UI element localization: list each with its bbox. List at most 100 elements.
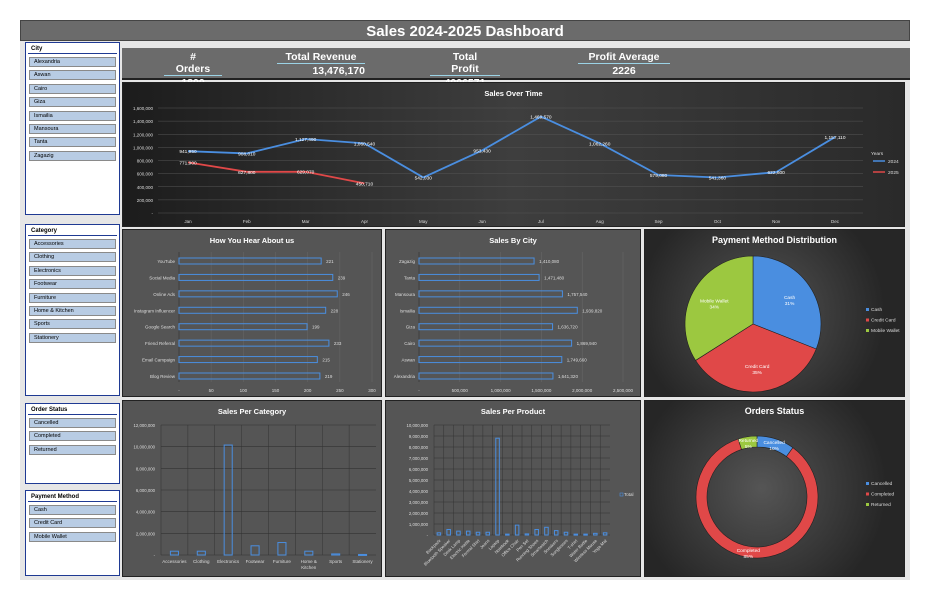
data-label: 579,080 [650, 173, 668, 179]
chart-title: Sales By City [489, 236, 537, 245]
bar [277, 542, 287, 556]
data-label: 1,127,490 [295, 137, 317, 143]
slicer-item-aswan[interactable]: Aswan [29, 70, 116, 81]
slicer-item-returned[interactable]: Returned [29, 444, 116, 455]
y-tick-label: 600,000 [137, 172, 154, 177]
data-label: 542,030 [415, 175, 433, 181]
kpi-label: # Orders [164, 51, 222, 76]
data-label: 1,060,540 [354, 141, 376, 147]
chart-how-you-hear[interactable]: How You Hear About us - 50 100 150 200 250 300 Y… [122, 229, 382, 397]
y-tick-label: 1,000,000 [409, 522, 429, 527]
y-tick-label: 1,400,000 [133, 119, 154, 124]
y-tick-label: 10,000,000 [133, 445, 155, 450]
kpi-label: Total Profit [430, 51, 500, 76]
slicer-item-completed[interactable]: Completed [29, 431, 116, 442]
category-label: Instagram Influencer [134, 308, 176, 313]
slicer-item-mansoura[interactable]: Mansoura [29, 123, 116, 134]
category-label: Home & [301, 559, 317, 564]
data-label: 1,939,820 [582, 308, 603, 313]
slicer-item-furniture[interactable]: Furniture [29, 292, 116, 303]
y-tick-label: 200,000 [137, 198, 154, 203]
chart-title: Payment Method Distribution [712, 235, 837, 245]
slicer-item-credit-card[interactable]: Credit Card [29, 518, 116, 529]
chart-svg: Sales Per Product - 1,000,000 2,000,000 3,00… [406, 407, 634, 567]
y-tick-label: 6,000,000 [409, 467, 429, 472]
x-tick-label: Aug [596, 219, 605, 224]
legend-swatch [619, 492, 624, 497]
slicer-item-cash[interactable]: Cash [29, 505, 116, 515]
category-label: Jeans [479, 538, 491, 550]
slicer-order-status: Order Status Cancelled Completed Returned [25, 403, 120, 484]
chart-svg: Sales By City - 500,000 1,000,000 1,500,000 2… [394, 236, 634, 393]
slicer-item-ismailia[interactable]: Ismailia [29, 110, 116, 121]
bar [358, 553, 368, 556]
y-tick-label: 6,000,000 [136, 488, 156, 493]
bar [178, 290, 338, 298]
kpi-value: 2226 [612, 65, 636, 77]
slicer-item-mobile-wallet[interactable]: Mobile Wallet [29, 531, 116, 542]
slicer-category: Category Accessories Clothing Electronics Fo… [25, 224, 120, 396]
category-label: Clothing [193, 559, 210, 564]
chart-sales-by-city[interactable]: Sales By City - 500,000 1,000,000 1,500,000 2… [385, 229, 641, 397]
bar [196, 550, 206, 556]
legend-label: Total [624, 492, 634, 497]
x-tick-label: Jan [184, 219, 192, 224]
bar [418, 257, 535, 265]
legend-label: 2024 [888, 159, 899, 165]
data-label: 215 [322, 358, 330, 363]
bar [524, 533, 530, 536]
slicer-city: City Alexandria Aswan Cairo Giza Ismailia Mans… [25, 42, 120, 215]
y-tick-label: 10,000,000 [406, 423, 428, 428]
data-label: 627,800 [238, 170, 256, 176]
bar [304, 550, 314, 556]
slicer-item-stationery[interactable]: Stationery [29, 332, 116, 343]
slicer-title: Category [28, 225, 117, 236]
slicer-item-footwear[interactable]: Footwear [29, 279, 116, 290]
slicer-item-tanta[interactable]: Tanta [29, 137, 116, 148]
chart-orders-status[interactable]: Orders Status Cancelled 10% Cancelled Comple… [644, 400, 905, 577]
chart-title: How You Hear About us [210, 236, 294, 245]
slicer-item-home-kitchen[interactable]: Home & Kitchen [29, 305, 116, 316]
category-label: Friend Referral [145, 341, 175, 346]
bar [178, 257, 322, 265]
x-tick-label: Dec [831, 219, 840, 224]
slicer-item-zagazig[interactable]: Zagazig [29, 150, 116, 161]
bar [178, 323, 308, 331]
category-label: Footwear [246, 559, 265, 564]
category-label: Ismailia [400, 308, 416, 313]
slicer-item-giza[interactable]: Giza [29, 97, 116, 108]
category-label: Electronics [217, 559, 240, 564]
bar [418, 356, 563, 364]
data-label: 1,757,540 [567, 292, 588, 297]
slicer-item-sports[interactable]: Sports [29, 319, 116, 330]
chart-sales-over-time[interactable]: Sales Over Time - 200,000 400,000 600,000 800… [122, 82, 905, 227]
bar [418, 290, 563, 298]
y-tick-label: - [154, 553, 156, 558]
category-label: Mansoura [395, 292, 416, 297]
slicer-item-accessories[interactable]: Accessories [29, 239, 116, 249]
bar [169, 550, 179, 556]
slicer-item-cancelled[interactable]: Cancelled [29, 418, 116, 428]
data-label: 629,070 [297, 170, 315, 176]
y-tick-label: 4,000,000 [409, 489, 429, 494]
series-line-2025 [187, 161, 365, 185]
category-label: Giza [406, 325, 416, 330]
slicer-item-cairo[interactable]: Cairo [29, 83, 116, 94]
chart-sales-per-product[interactable]: Sales Per Product - 1,000,000 2,000,000 3,00… [385, 400, 641, 577]
x-tick-label: 150 [272, 388, 280, 393]
legend-swatch [866, 492, 869, 496]
category-label: Social Media [149, 275, 175, 280]
data-label: 622,600 [768, 170, 786, 176]
slicer-item-alexandria[interactable]: Alexandria [29, 57, 116, 67]
category-label: Cairo [404, 341, 415, 346]
slicer-item-electronics[interactable]: Electronics [29, 265, 116, 276]
chart-payment-method[interactable]: Payment Method Distribution Cash 31% Cash Cr… [644, 229, 905, 397]
slicer-item-clothing[interactable]: Clothing [29, 252, 116, 263]
chart-sales-per-category[interactable]: Sales Per Category - 2,000,000 4,000,000 6,0… [122, 400, 382, 577]
bar [250, 545, 260, 556]
y-tick-label: 2,000,000 [409, 511, 429, 516]
bar [602, 532, 608, 536]
data-label: 233 [334, 341, 342, 346]
y-tick-label: 8,000,000 [136, 466, 156, 471]
